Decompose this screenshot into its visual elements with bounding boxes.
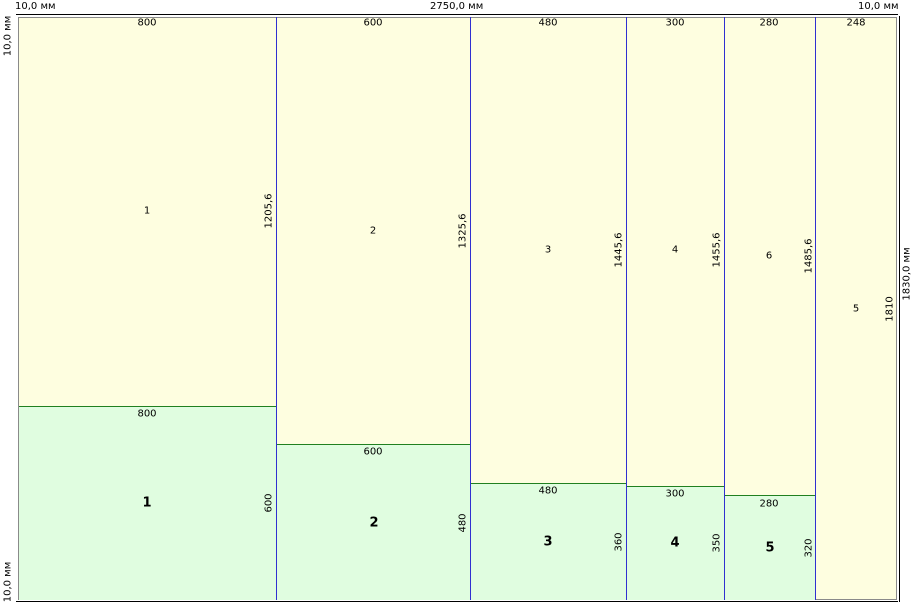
col3-width-label: 480 [538, 17, 558, 29]
col4-width-label: 300 [665, 17, 685, 29]
part-panel-1[interactable] [19, 406, 276, 600]
col1-id-label: 1 [143, 205, 151, 217]
cut-line-5 [815, 17, 816, 600]
bottom-dimension-line [16, 601, 898, 602]
right-total-height-label: 1830,0 мм [901, 247, 913, 301]
right-dimension-line [899, 16, 900, 602]
col6-id-label: 5 [852, 303, 860, 315]
col4-height-label: 1455,6 [711, 232, 723, 268]
part3-height-label: 360 [613, 532, 625, 552]
part-panel-3[interactable] [471, 483, 626, 600]
part1-width-label: 800 [137, 408, 157, 420]
left-top-margin-label: 10,0 мм [2, 15, 14, 57]
part5-height-label: 320 [803, 538, 815, 558]
part3-id-label: 3 [543, 534, 553, 550]
cut-line-2 [470, 17, 471, 600]
part5-width-label: 280 [759, 498, 779, 510]
part2-width-label: 600 [363, 446, 383, 458]
part1-height-label: 600 [263, 493, 275, 513]
col1-width-label: 800 [137, 17, 157, 29]
top-left-margin-label: 10,0 мм [15, 1, 56, 12]
top-right-margin-label: 10,0 мм [858, 1, 899, 12]
part4-id-label: 4 [670, 535, 680, 551]
part-panel-5[interactable] [725, 495, 815, 600]
col3-height-label: 1445,6 [613, 232, 625, 268]
col3-id-label: 3 [544, 244, 552, 256]
col4-id-label: 4 [671, 244, 679, 256]
col5-height-label: 1485,6 [803, 238, 815, 274]
part4-height-label: 350 [711, 533, 723, 553]
cut-line-1 [276, 17, 277, 600]
part-panel-2[interactable] [277, 444, 470, 600]
col5-id-label: 6 [765, 250, 773, 262]
top-dimension-line [16, 14, 898, 15]
cut-line-4 [724, 17, 725, 600]
col2-width-label: 600 [363, 17, 383, 29]
col2-id-label: 2 [369, 225, 377, 237]
col2-height-label: 1325,6 [457, 213, 469, 249]
part4-width-label: 300 [665, 488, 685, 500]
part2-id-label: 2 [369, 515, 379, 531]
col1-height-label: 1205,6 [263, 193, 275, 229]
cut-line-3 [626, 17, 627, 600]
part-panel-4[interactable] [627, 486, 724, 600]
part2-height-label: 480 [457, 513, 469, 533]
part3-width-label: 480 [538, 485, 558, 497]
col5-width-label: 280 [759, 17, 779, 29]
left-bottom-margin-label: 10,0 мм [2, 561, 14, 603]
top-total-width-label: 2750,0 мм [430, 1, 484, 12]
col6-height-label: 1810 [884, 296, 896, 322]
part1-id-label: 1 [142, 495, 152, 511]
part5-id-label: 5 [765, 540, 775, 556]
col6-width-label: 248 [846, 17, 866, 29]
